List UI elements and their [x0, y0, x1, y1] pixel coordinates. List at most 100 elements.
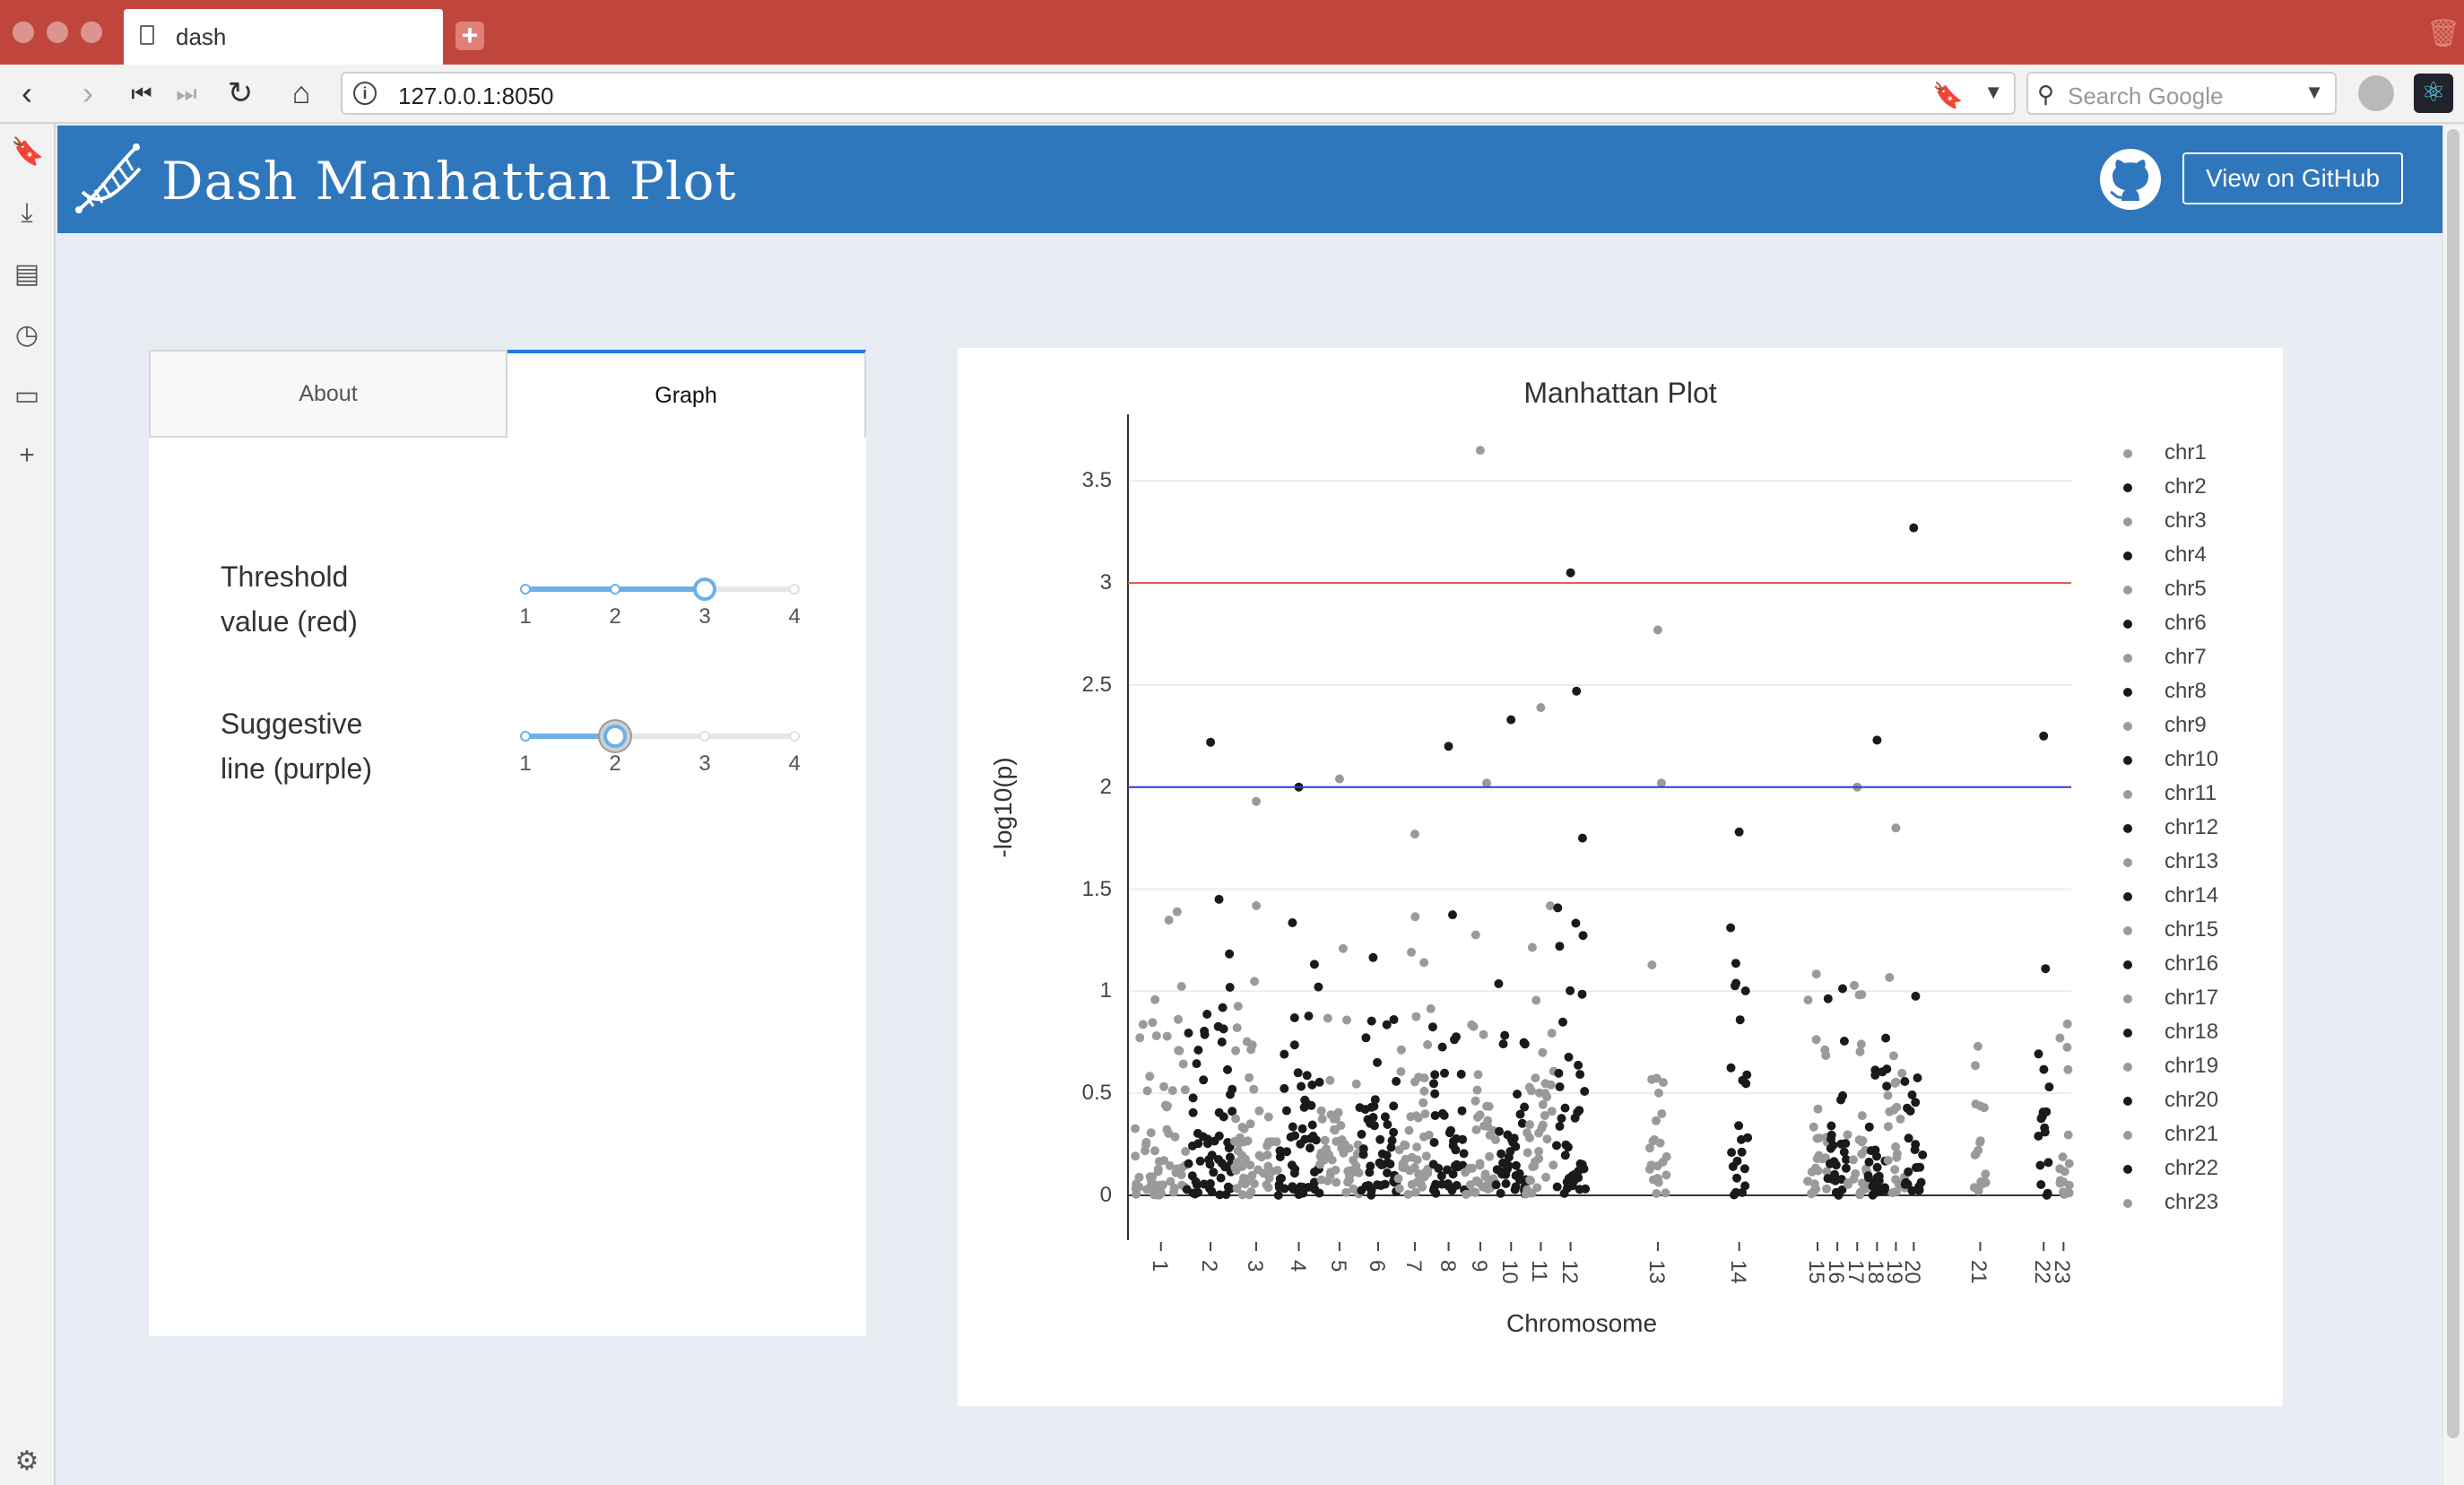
- bookmarks-icon[interactable]: 🔖: [11, 137, 45, 167]
- data-point: [1803, 1177, 1813, 1186]
- chevron-down-icon[interactable]: ▼: [2304, 81, 2324, 103]
- window-minimize-button[interactable]: [47, 22, 68, 43]
- home-button[interactable]: ⌂: [291, 76, 311, 110]
- legend-marker[interactable]: [2123, 620, 2132, 629]
- address-bar[interactable]: i 127.0.0.1:8050 🔖 ▼: [341, 72, 2016, 115]
- legend-item-chr16[interactable]: chr16: [2165, 951, 2219, 976]
- legend-item-chr22[interactable]: chr22: [2165, 1156, 2219, 1180]
- search-input[interactable]: ⚲ Search Google ▼: [2026, 72, 2337, 115]
- legend-item-chr5[interactable]: chr5: [2165, 577, 2207, 601]
- notes-icon[interactable]: ▤: [13, 259, 40, 289]
- scrollbar-thumb[interactable]: [2447, 129, 2460, 1438]
- legend-item-chr17[interactable]: chr17: [2165, 986, 2219, 1010]
- legend-marker[interactable]: [2123, 1029, 2132, 1038]
- back-button[interactable]: ‹: [22, 74, 32, 111]
- legend-item-chr14[interactable]: chr14: [2165, 883, 2219, 908]
- data-point: [1250, 1179, 1259, 1188]
- legend-marker[interactable]: [2123, 449, 2132, 458]
- legend-item-chr4[interactable]: chr4: [2165, 543, 2207, 567]
- forward-button[interactable]: ›: [82, 74, 93, 111]
- window-icon[interactable]: ▭: [13, 381, 40, 411]
- data-point: [1232, 1184, 1242, 1194]
- legend-item-chr21[interactable]: chr21: [2165, 1122, 2219, 1146]
- legend-item-chr23[interactable]: chr23: [2165, 1190, 2219, 1214]
- legend-marker[interactable]: [2123, 1199, 2132, 1208]
- legend-marker[interactable]: [2123, 654, 2132, 663]
- tab-graph[interactable]: Graph: [508, 350, 866, 438]
- page-scrollbar[interactable]: [2442, 126, 2464, 1485]
- legend-item-chr8[interactable]: chr8: [2165, 679, 2207, 703]
- tab-about[interactable]: About: [149, 350, 508, 438]
- legend-marker[interactable]: [2123, 892, 2132, 901]
- legend-item-chr2[interactable]: chr2: [2165, 474, 2207, 499]
- legend-marker[interactable]: [2123, 858, 2132, 867]
- reload-button[interactable]: ↻: [227, 76, 254, 110]
- legend-item-chr6[interactable]: chr6: [2165, 611, 2207, 635]
- data-point: [1868, 1190, 1878, 1200]
- download-icon[interactable]: ⤓: [21, 198, 33, 228]
- legend-item-chr7[interactable]: chr7: [2165, 645, 2207, 669]
- legend-item-chr18[interactable]: chr18: [2165, 1020, 2219, 1044]
- legend-item-chr11[interactable]: chr11: [2165, 781, 2217, 805]
- view-on-github-button[interactable]: View on GitHub: [2182, 152, 2403, 204]
- legend-marker[interactable]: [2123, 586, 2132, 595]
- first-page-icon[interactable]: ⏮: [131, 80, 152, 107]
- browser-tab[interactable]: dash: [124, 9, 443, 65]
- legend-item-chr10[interactable]: chr10: [2165, 747, 2219, 771]
- legend-item-chr15[interactable]: chr15: [2165, 917, 2219, 942]
- legend-marker[interactable]: [2123, 517, 2132, 526]
- data-point: [1856, 1039, 1866, 1049]
- avatar[interactable]: [2358, 75, 2394, 111]
- add-panel-icon[interactable]: +: [19, 440, 35, 470]
- data-point: [1164, 916, 1174, 925]
- legend-item-chr3[interactable]: chr3: [2165, 508, 2207, 533]
- window-close-button[interactable]: [13, 22, 34, 43]
- suggestive-slider[interactable]: 1 2 3 4: [519, 719, 801, 791]
- legend-item-chr13[interactable]: chr13: [2165, 849, 2219, 873]
- chevron-down-icon[interactable]: ▼: [1983, 81, 2003, 103]
- legend-marker[interactable]: [2123, 1165, 2132, 1174]
- window-maximize-button[interactable]: [81, 22, 102, 43]
- legend-item-chr9[interactable]: chr9: [2165, 713, 2207, 737]
- legend-marker[interactable]: [2123, 926, 2132, 935]
- legend-marker[interactable]: [2123, 1131, 2132, 1140]
- data-point: [1558, 1017, 1567, 1027]
- last-page-icon[interactable]: ⏭: [176, 80, 197, 107]
- data-point: [1471, 930, 1480, 940]
- legend-marker[interactable]: [2123, 824, 2132, 833]
- legend-marker[interactable]: [2123, 994, 2132, 1003]
- legend-item-chr1[interactable]: chr1: [2165, 440, 2207, 465]
- info-icon[interactable]: i: [353, 82, 377, 105]
- legend-marker[interactable]: [2123, 722, 2132, 731]
- new-tab-button[interactable]: +: [455, 21, 484, 50]
- threshold-slider[interactable]: 1 2 3 4: [519, 572, 801, 644]
- legend-marker[interactable]: [2123, 756, 2132, 765]
- github-icon[interactable]: [2098, 147, 2163, 212]
- legend-item-chr19[interactable]: chr19: [2165, 1054, 2219, 1078]
- react-devtools-icon[interactable]: ⚛: [2414, 74, 2453, 113]
- legend-marker[interactable]: [2123, 483, 2132, 492]
- slider-handle[interactable]: [603, 725, 627, 748]
- legend-marker[interactable]: [2123, 790, 2132, 799]
- bookmark-icon[interactable]: 🔖: [1932, 82, 1964, 109]
- slider-handle[interactable]: [693, 578, 716, 601]
- data-point: [1838, 984, 1847, 994]
- legend-item-chr20[interactable]: chr20: [2165, 1088, 2219, 1112]
- legend-marker[interactable]: [2123, 960, 2132, 969]
- legend-marker[interactable]: [2123, 688, 2132, 697]
- legend-marker[interactable]: [2123, 551, 2132, 560]
- trash-icon[interactable]: 🗑: [2426, 19, 2461, 48]
- legend-item-chr12[interactable]: chr12: [2165, 815, 2219, 839]
- data-point: [1323, 1013, 1332, 1023]
- legend-marker[interactable]: [2123, 1097, 2132, 1106]
- slider-mark-label: 1: [519, 604, 532, 629]
- manhattan-plot[interactable]: -log10(p): [958, 348, 2283, 1406]
- data-point: [1165, 1161, 1175, 1170]
- data-point: [1158, 1180, 1167, 1190]
- data-point: [1826, 1130, 1836, 1140]
- legend-marker[interactable]: [2123, 1063, 2132, 1072]
- history-icon[interactable]: ◷: [14, 320, 39, 350]
- notable-data-point: [1653, 625, 1662, 635]
- gear-icon[interactable]: ⚙: [14, 1446, 39, 1476]
- url-text[interactable]: 127.0.0.1:8050: [398, 82, 554, 109]
